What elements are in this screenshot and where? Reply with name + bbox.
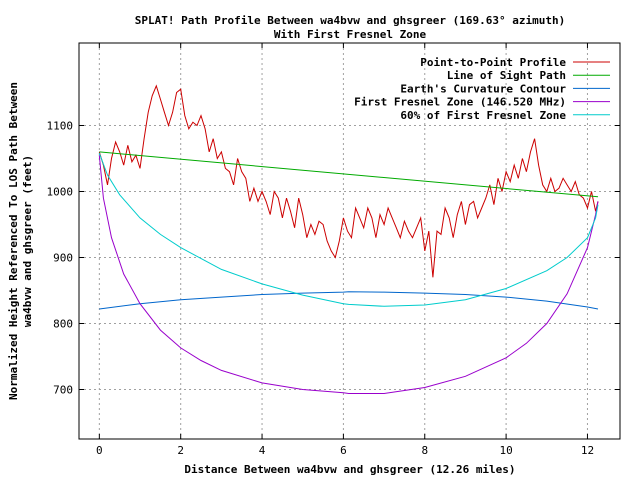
legend-label: Point-to-Point Profile — [420, 56, 566, 69]
plot-frame — [78, 42, 621, 440]
legend-label: First Fresnel Zone (146.520 MHz) — [354, 96, 566, 109]
series-line-point-to-point-profile — [98, 84, 599, 278]
series-line-line-of-sight-path — [99, 151, 599, 198]
chart-title: SPLAT! Path Profile Between wa4bvw and g… — [135, 14, 565, 27]
y-tick-label: 900 — [53, 252, 73, 265]
axis-ticks: 0 2 4 6 8 10 12 700 800 900 1000 1100 — [47, 43, 620, 457]
legend-label: Line of Sight Path — [447, 69, 566, 82]
x-tick-label: 4 — [259, 444, 266, 457]
y-axis-label-line1: Normalized Height Referenced To LOS Path… — [7, 82, 20, 400]
y-tick-label: 700 — [53, 384, 73, 397]
y-axis-label-line2: wa4bvw and ghsgreer (feet) — [21, 155, 34, 327]
series-lines — [98, 84, 599, 394]
y-tick-label: 1000 — [47, 186, 74, 199]
legend-label: 60% of First Fresnel Zone — [400, 109, 566, 122]
y-tick-label: 1100 — [47, 120, 74, 133]
chart-subtitle: With First Fresnel Zone — [274, 28, 427, 41]
grid-lines — [79, 43, 620, 439]
series-line-first-fresnel-zone-146-520-mhz — [98, 155, 599, 394]
x-tick-label: 12 — [581, 444, 594, 457]
x-axis-label: Distance Between wa4bvw and ghsgreer (12… — [184, 463, 515, 476]
x-tick-label: 8 — [421, 444, 428, 457]
x-tick-label: 10 — [499, 444, 512, 457]
x-tick-label: 2 — [177, 444, 184, 457]
series-line-earth-s-curvature-contour — [99, 291, 599, 310]
legend-label: Earth's Curvature Contour — [400, 82, 566, 95]
x-tick-label: 6 — [340, 444, 347, 457]
y-tick-label: 800 — [53, 318, 73, 331]
series-line-60-of-first-fresnel-zone — [98, 153, 599, 307]
x-tick-label: 0 — [96, 444, 103, 457]
